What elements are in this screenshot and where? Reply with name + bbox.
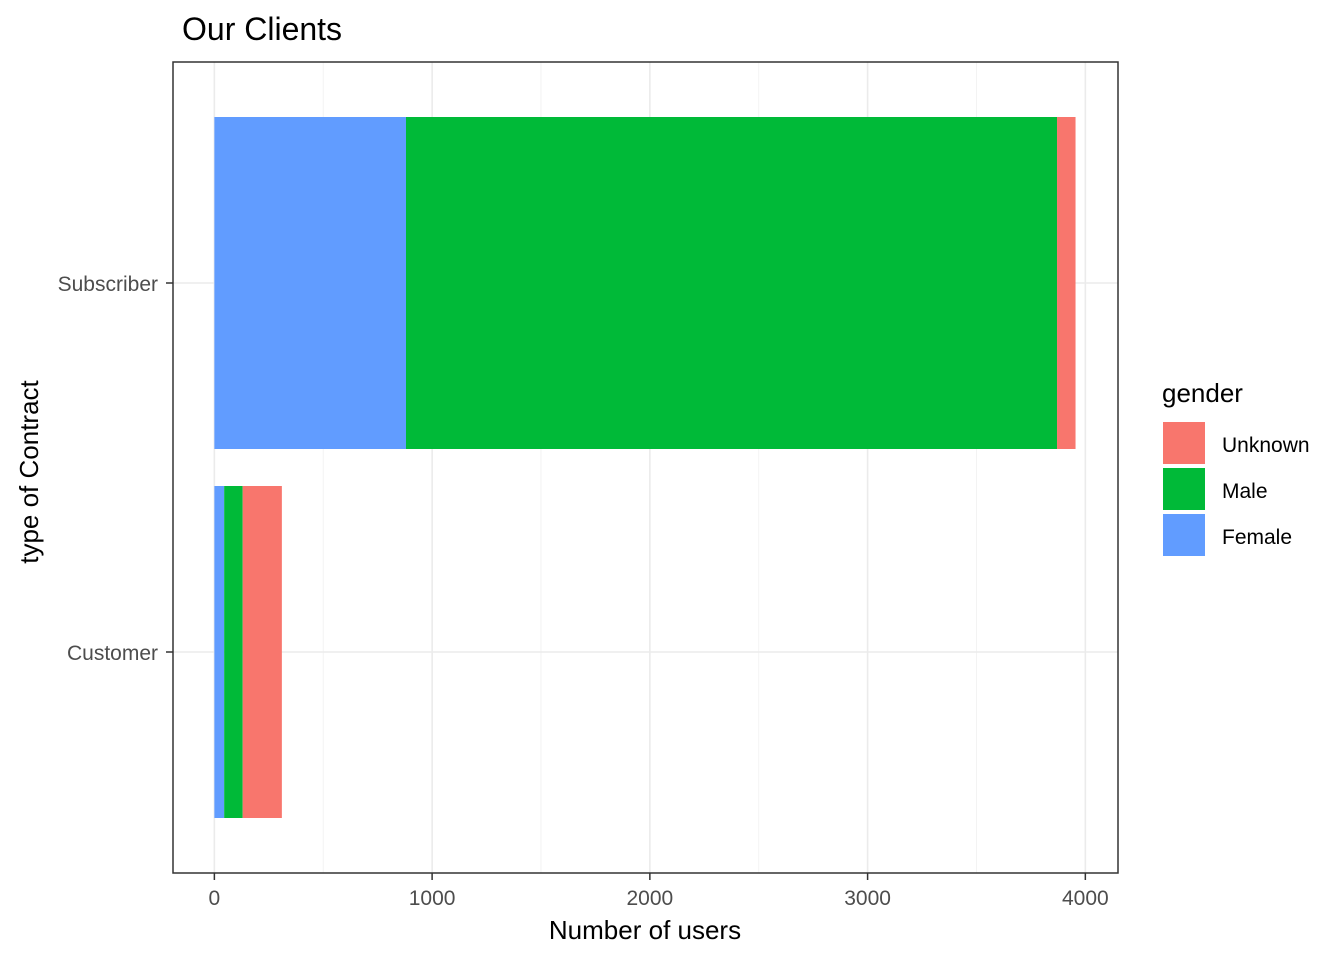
bar-customer-female bbox=[214, 486, 225, 818]
x-axis-title: Number of users bbox=[549, 915, 741, 945]
y-tick-label-customer: Customer bbox=[67, 642, 158, 665]
plot-panel-border bbox=[172, 61, 1119, 874]
legend-label-female: Female bbox=[1222, 526, 1292, 549]
bar-customer-male bbox=[224, 486, 243, 818]
y-axis: Subscriber Customer bbox=[58, 273, 173, 665]
x-axis: 0 1000 2000 3000 4000 bbox=[209, 873, 1109, 910]
legend-key-female bbox=[1163, 514, 1205, 556]
x-tick-label: 0 bbox=[209, 887, 221, 910]
legend-label-unknown: Unknown bbox=[1222, 434, 1310, 457]
x-tick-label: 4000 bbox=[1062, 887, 1109, 910]
bar-subscriber-female bbox=[214, 117, 406, 449]
bars bbox=[214, 117, 1076, 818]
legend-title: gender bbox=[1162, 378, 1243, 408]
chart-title: Our Clients bbox=[182, 11, 342, 47]
legend-key-male bbox=[1163, 468, 1205, 510]
x-tick-label: 2000 bbox=[626, 887, 673, 910]
legend-label-male: Male bbox=[1222, 480, 1268, 503]
y-axis-title: type of Contract bbox=[14, 379, 44, 563]
x-tick-label: 1000 bbox=[409, 887, 456, 910]
bar-customer-unknown bbox=[242, 486, 282, 818]
bar-subscriber-unknown bbox=[1057, 117, 1076, 449]
legend: gender Unknown Male Female bbox=[1162, 378, 1310, 556]
x-tick-label: 3000 bbox=[844, 887, 891, 910]
bar-subscriber-male bbox=[405, 117, 1058, 449]
y-tick-label-subscriber: Subscriber bbox=[58, 273, 158, 296]
legend-key-unknown bbox=[1163, 422, 1205, 464]
